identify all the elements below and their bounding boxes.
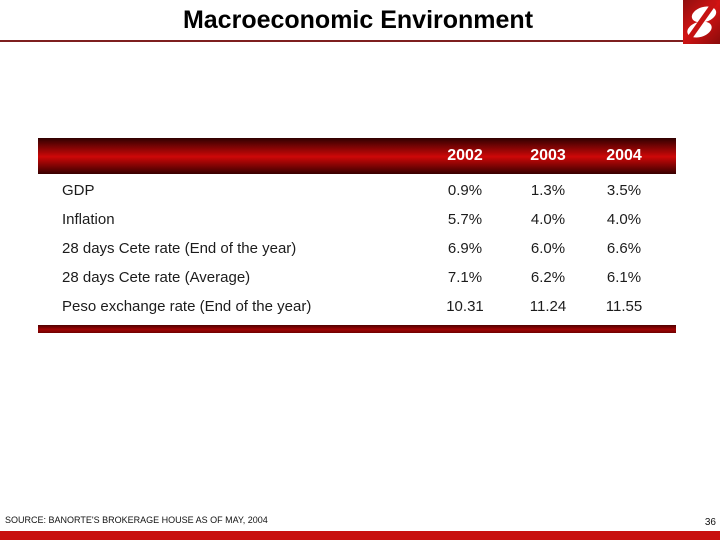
cell-value: 6.2% — [530, 269, 566, 286]
table-row-cete-average: 28 days Cete rate (Average) 7.1% 6.2% 6.… — [38, 263, 676, 292]
table-row-gdp: GDP 0.9% 1.3% 3.5% — [38, 176, 676, 205]
table-header-row: 2002 2003 2004 — [38, 138, 676, 174]
table-row-cete-end-of-year: 28 days Cete rate (End of the year) 6.9%… — [38, 234, 676, 263]
row-label: GDP — [62, 182, 95, 199]
row-label: 28 days Cete rate (Average) — [62, 269, 251, 286]
column-header-2004: 2004 — [606, 147, 642, 164]
cell-value: 11.55 — [605, 298, 643, 315]
cell-value: 6.0% — [530, 240, 566, 257]
cell-value: 10.31 — [446, 298, 484, 315]
table-row-peso-exchange-rate: Peso exchange rate (End of the year) 10.… — [38, 292, 676, 321]
row-label: 28 days Cete rate (End of the year) — [62, 240, 297, 257]
bottom-accent-bar — [0, 531, 720, 540]
column-header-2002: 2002 — [447, 147, 483, 164]
cell-value: 6.9% — [447, 240, 483, 257]
table-bottom-accent-bar — [38, 325, 676, 333]
banorte-logo-icon — [683, 0, 720, 44]
title-underline — [0, 40, 720, 42]
row-label: Peso exchange rate (End of the year) — [62, 298, 312, 315]
macro-table: 2002 2003 2004 GDP 0.9% 1.3% 3.5% Inflat… — [38, 138, 676, 333]
page-title: Macroeconomic Environment — [182, 6, 534, 34]
table-row-inflation: Inflation 5.7% 4.0% 4.0% — [38, 205, 676, 234]
cell-value: 1.3% — [530, 182, 566, 199]
banorte-logo-glyph — [683, 0, 718, 44]
table-body: GDP 0.9% 1.3% 3.5% Inflation 5.7% 4.0% 4… — [38, 174, 676, 321]
row-label: Inflation — [62, 211, 115, 228]
cell-value: 11.24 — [529, 298, 567, 315]
page-number: 36 — [704, 517, 716, 528]
cell-value: 0.9% — [447, 182, 483, 199]
cell-value: 6.6% — [606, 240, 642, 257]
cell-value: 4.0% — [530, 211, 566, 228]
cell-value: 4.0% — [606, 211, 642, 228]
cell-value: 3.5% — [606, 182, 642, 199]
source-note: SOURCE: BANORTE'S BROKERAGE HOUSE AS OF … — [5, 515, 268, 525]
cell-value: 7.1% — [447, 269, 483, 286]
column-header-2003: 2003 — [530, 147, 566, 164]
cell-value: 6.1% — [606, 269, 642, 286]
cell-value: 5.7% — [447, 211, 483, 228]
